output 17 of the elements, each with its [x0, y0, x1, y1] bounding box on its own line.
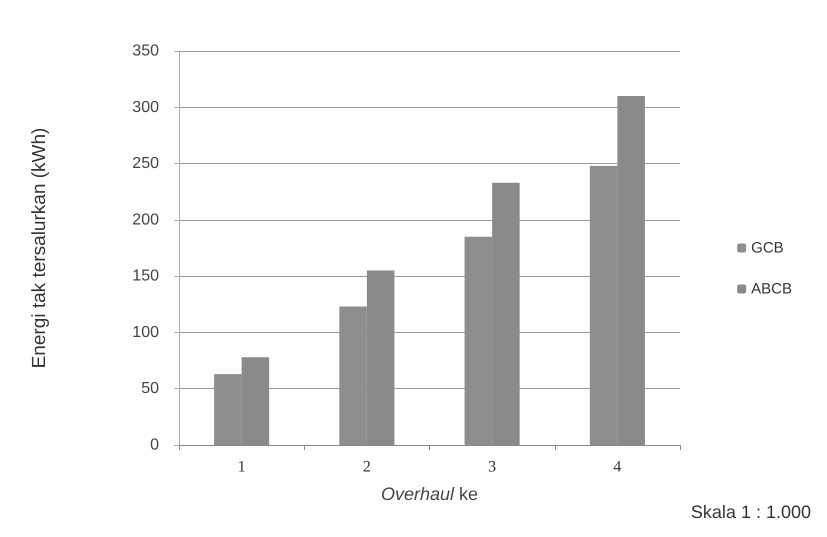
y-axis-title: Energi tak tersalurkan (kWh) [29, 128, 50, 368]
text: Skala 1 : 1.000 [690, 502, 812, 522]
x-tick-label: 1 [238, 458, 246, 476]
x-tick-label: 4 [613, 458, 622, 476]
x-tick-label: 3 [488, 458, 496, 476]
y-tick-label: 0 [150, 436, 160, 454]
y-tick-label: 100 [132, 324, 160, 341]
y-tick-label: 200 [132, 211, 160, 228]
y-tick-label: 250 [132, 155, 160, 172]
y-tick-label: 150 [132, 268, 160, 285]
legend-label: ABCB [751, 280, 792, 298]
legend-label: GCB [751, 240, 784, 256]
x-axis-title: Overhaul ke [380, 484, 478, 504]
y-tick-label: 50 [141, 380, 160, 398]
y-tick-label: 300 [132, 98, 160, 116]
x-tick-label: 2 [362, 458, 371, 476]
y-tick-label: 350 [132, 42, 160, 60]
